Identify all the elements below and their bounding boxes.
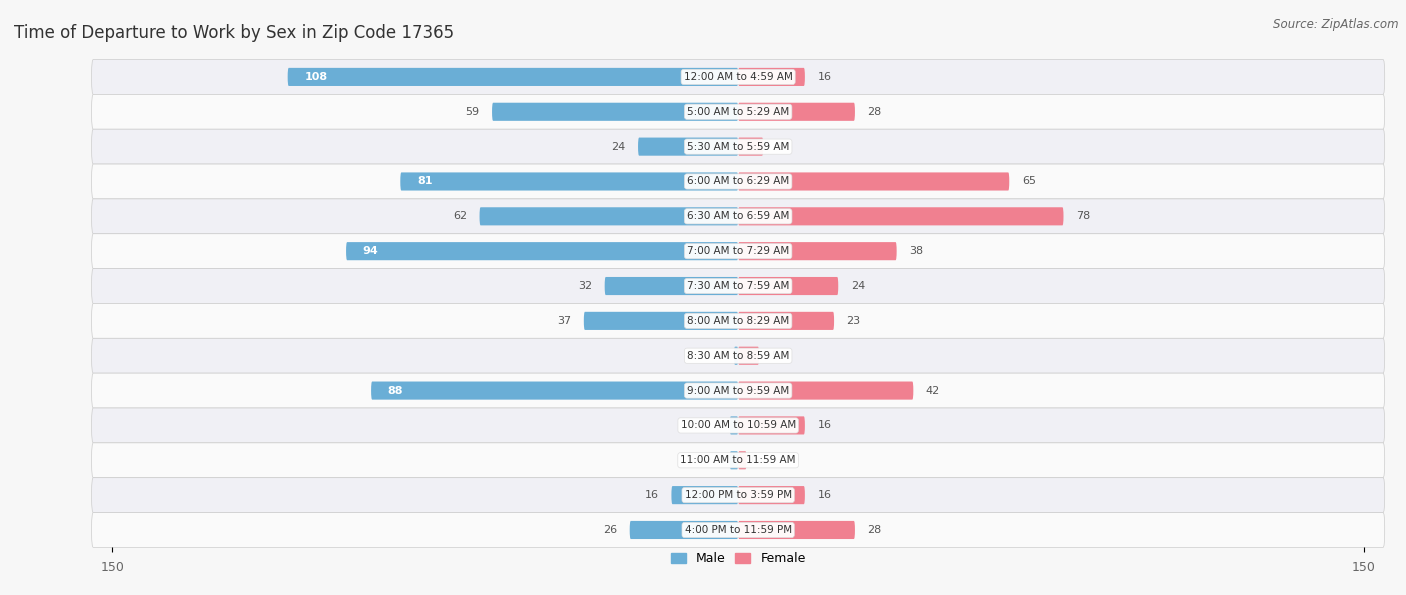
FancyBboxPatch shape [672, 486, 738, 504]
Text: 42: 42 [927, 386, 941, 396]
Text: 24: 24 [612, 142, 626, 152]
FancyBboxPatch shape [738, 416, 804, 434]
Legend: Male, Female: Male, Female [665, 547, 811, 571]
FancyBboxPatch shape [738, 347, 759, 365]
Text: 0: 0 [718, 455, 725, 465]
FancyBboxPatch shape [738, 451, 747, 469]
FancyBboxPatch shape [583, 312, 738, 330]
Text: 16: 16 [817, 72, 831, 82]
FancyBboxPatch shape [738, 68, 804, 86]
Text: 9:00 AM to 9:59 AM: 9:00 AM to 9:59 AM [688, 386, 789, 396]
Text: 7:30 AM to 7:59 AM: 7:30 AM to 7:59 AM [688, 281, 789, 291]
FancyBboxPatch shape [91, 60, 1385, 95]
FancyBboxPatch shape [91, 339, 1385, 373]
Text: 4:00 PM to 11:59 PM: 4:00 PM to 11:59 PM [685, 525, 792, 535]
FancyBboxPatch shape [738, 381, 914, 400]
FancyBboxPatch shape [401, 173, 738, 190]
Text: 0: 0 [718, 421, 725, 430]
Text: 78: 78 [1076, 211, 1090, 221]
Text: 26: 26 [603, 525, 617, 535]
Text: 10:00 AM to 10:59 AM: 10:00 AM to 10:59 AM [681, 421, 796, 430]
FancyBboxPatch shape [371, 381, 738, 400]
Text: 62: 62 [453, 211, 467, 221]
FancyBboxPatch shape [346, 242, 738, 260]
Text: 28: 28 [868, 525, 882, 535]
Text: 7:00 AM to 7:29 AM: 7:00 AM to 7:29 AM [688, 246, 789, 256]
Text: 65: 65 [1022, 177, 1036, 186]
FancyBboxPatch shape [738, 277, 838, 295]
FancyBboxPatch shape [91, 234, 1385, 268]
FancyBboxPatch shape [630, 521, 738, 539]
FancyBboxPatch shape [91, 512, 1385, 547]
Text: 6:00 AM to 6:29 AM: 6:00 AM to 6:29 AM [688, 177, 789, 186]
FancyBboxPatch shape [288, 68, 738, 86]
Text: Source: ZipAtlas.com: Source: ZipAtlas.com [1274, 18, 1399, 31]
FancyBboxPatch shape [91, 408, 1385, 443]
Text: 8:00 AM to 8:29 AM: 8:00 AM to 8:29 AM [688, 316, 789, 326]
Text: 5: 5 [772, 350, 779, 361]
Text: 38: 38 [910, 246, 924, 256]
FancyBboxPatch shape [492, 103, 738, 121]
FancyBboxPatch shape [479, 207, 738, 226]
FancyBboxPatch shape [91, 164, 1385, 199]
Text: 59: 59 [465, 107, 479, 117]
Text: 24: 24 [851, 281, 865, 291]
FancyBboxPatch shape [91, 129, 1385, 164]
Text: 1: 1 [714, 350, 721, 361]
Text: 81: 81 [418, 177, 433, 186]
Text: 94: 94 [363, 246, 378, 256]
Text: 37: 37 [557, 316, 571, 326]
Text: 5:30 AM to 5:59 AM: 5:30 AM to 5:59 AM [688, 142, 789, 152]
FancyBboxPatch shape [91, 443, 1385, 478]
FancyBboxPatch shape [738, 103, 855, 121]
Text: 12:00 AM to 4:59 AM: 12:00 AM to 4:59 AM [683, 72, 793, 82]
FancyBboxPatch shape [738, 486, 804, 504]
Text: 16: 16 [817, 421, 831, 430]
FancyBboxPatch shape [738, 207, 1063, 226]
FancyBboxPatch shape [730, 416, 738, 434]
FancyBboxPatch shape [738, 242, 897, 260]
Text: 12:00 PM to 3:59 PM: 12:00 PM to 3:59 PM [685, 490, 792, 500]
FancyBboxPatch shape [605, 277, 738, 295]
FancyBboxPatch shape [730, 451, 738, 469]
Text: 5:00 AM to 5:29 AM: 5:00 AM to 5:29 AM [688, 107, 789, 117]
Text: Time of Departure to Work by Sex in Zip Code 17365: Time of Departure to Work by Sex in Zip … [14, 24, 454, 42]
Text: 32: 32 [578, 281, 592, 291]
FancyBboxPatch shape [738, 173, 1010, 190]
Text: 0: 0 [751, 455, 758, 465]
FancyBboxPatch shape [734, 347, 738, 365]
Text: 23: 23 [846, 316, 860, 326]
FancyBboxPatch shape [91, 303, 1385, 339]
Text: 6: 6 [776, 142, 783, 152]
FancyBboxPatch shape [638, 137, 738, 156]
Text: 108: 108 [304, 72, 328, 82]
FancyBboxPatch shape [91, 95, 1385, 129]
FancyBboxPatch shape [738, 137, 763, 156]
FancyBboxPatch shape [91, 373, 1385, 408]
Text: 28: 28 [868, 107, 882, 117]
FancyBboxPatch shape [91, 268, 1385, 303]
FancyBboxPatch shape [91, 199, 1385, 234]
FancyBboxPatch shape [738, 312, 834, 330]
FancyBboxPatch shape [91, 478, 1385, 512]
Text: 16: 16 [817, 490, 831, 500]
Text: 8:30 AM to 8:59 AM: 8:30 AM to 8:59 AM [688, 350, 789, 361]
Text: 16: 16 [645, 490, 659, 500]
Text: 6:30 AM to 6:59 AM: 6:30 AM to 6:59 AM [688, 211, 789, 221]
Text: 11:00 AM to 11:59 AM: 11:00 AM to 11:59 AM [681, 455, 796, 465]
Text: 88: 88 [388, 386, 404, 396]
FancyBboxPatch shape [738, 521, 855, 539]
